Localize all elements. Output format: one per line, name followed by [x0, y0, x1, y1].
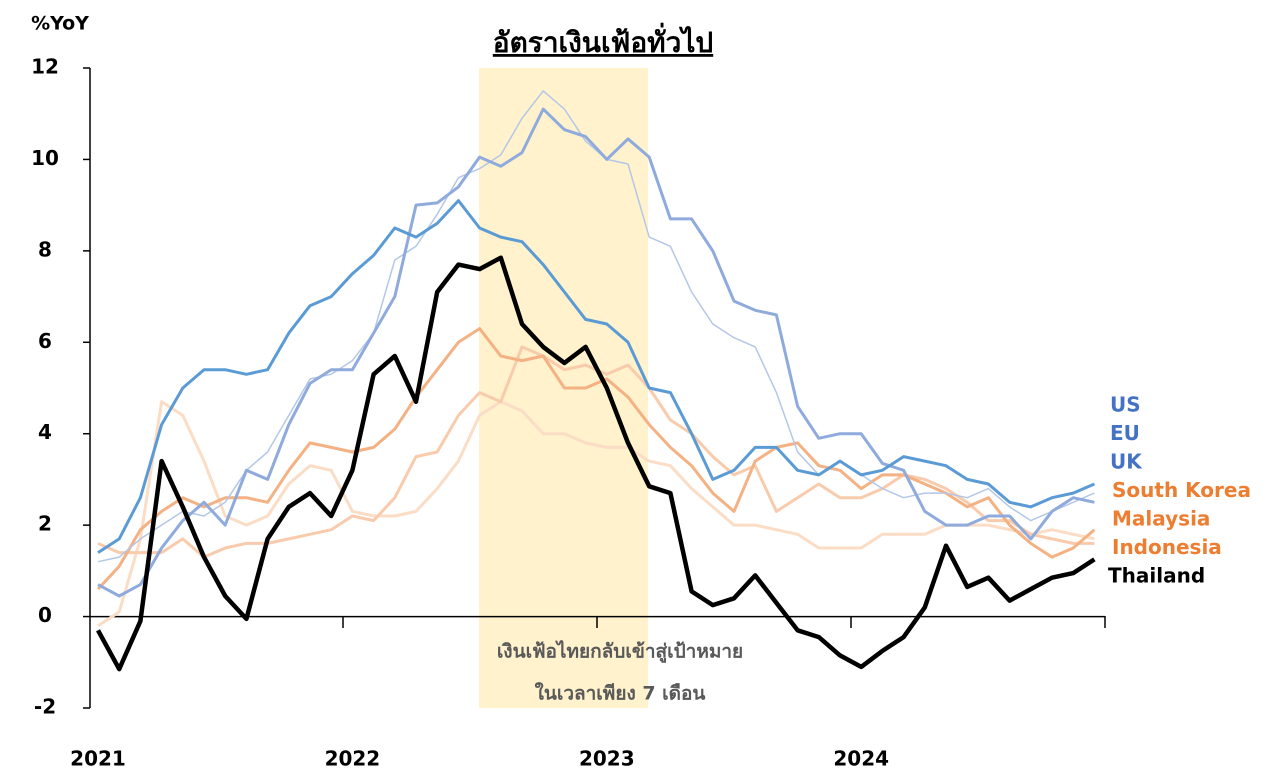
- x-tick-label: 2024: [833, 747, 889, 771]
- annotation: ในเวลาเพียง 7 เดือน: [535, 682, 706, 705]
- y-tick-label: 6: [38, 329, 52, 353]
- legend-label: Thailand: [1108, 564, 1205, 588]
- legend-label: Indonesia: [1112, 535, 1222, 559]
- y-axis-label: %YoY: [31, 13, 89, 35]
- x-tick-label: 2023: [579, 747, 635, 771]
- legend-label: UK: [1110, 450, 1143, 474]
- y-tick-label: 12: [31, 55, 59, 79]
- legend-label: US: [1110, 393, 1141, 417]
- y-tick-label: 2: [38, 512, 52, 536]
- y-tick-label: 4: [38, 420, 52, 444]
- x-tick-label: 2022: [325, 747, 381, 771]
- y-tick-label: 8: [38, 237, 52, 261]
- y-tick-label: -2: [34, 695, 56, 719]
- legend-label: Malaysia: [1112, 507, 1210, 531]
- y-tick-label: 10: [31, 146, 59, 170]
- x-tick-label: 2021: [70, 747, 126, 771]
- series-line: [97, 107, 1095, 598]
- annotation: เงินเฟ้อไทยกลับเข้าสู่เป้าหมาย: [497, 640, 743, 664]
- series-line: [97, 90, 1095, 563]
- y-tick-label: 0: [38, 603, 52, 627]
- legend-label: South Korea: [1112, 478, 1251, 502]
- chart-title: อัตราเงินเฟ้อทั่วไป: [493, 22, 713, 59]
- series-line: [96, 327, 1096, 591]
- series-line: [97, 199, 1095, 554]
- series-line: [97, 400, 1095, 627]
- legend-label: EU: [1110, 421, 1140, 445]
- series-line: [96, 255, 1096, 672]
